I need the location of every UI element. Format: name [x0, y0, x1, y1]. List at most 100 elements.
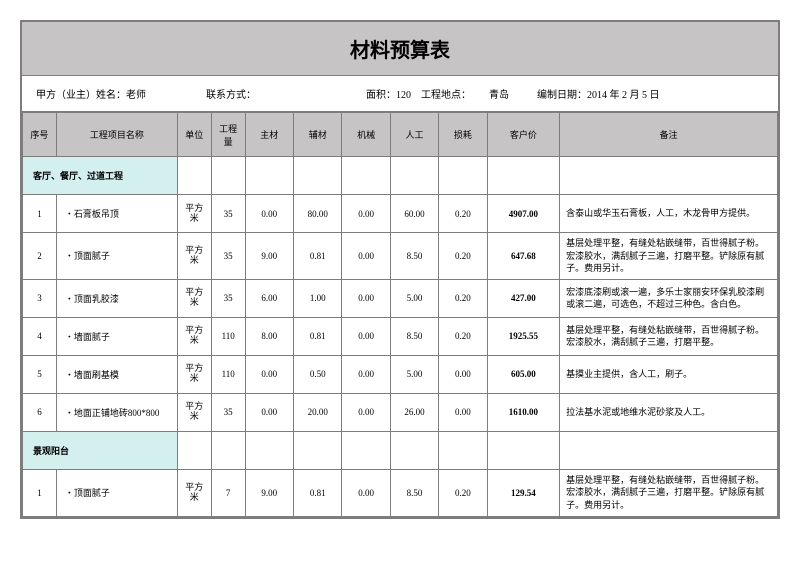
cell-labor: 60.00	[390, 195, 438, 233]
cell-seq: 3	[23, 279, 57, 317]
cell-labor: 8.50	[390, 469, 438, 516]
cell-remark: 拉法基水泥或地维水泥砂浆及人工。	[560, 393, 778, 431]
cell-loss: 0.20	[439, 195, 487, 233]
section-empty	[211, 157, 245, 195]
cell-seq: 4	[23, 317, 57, 355]
cell-unit: 平方米	[177, 355, 211, 393]
table-row: 5・墙面刷基模平方米1100.000.500.005.000.00605.00基…	[23, 355, 778, 393]
cell-price: 1610.00	[487, 393, 560, 431]
section-empty	[487, 431, 560, 469]
cell-seq: 2	[23, 233, 57, 280]
cell-loss: 0.00	[439, 393, 487, 431]
cell-name: ・石膏板吊顶	[56, 195, 177, 233]
th-labor: 人工	[390, 113, 438, 157]
cell-seq: 5	[23, 355, 57, 393]
section-empty	[560, 431, 778, 469]
cell-name: ・地面正铺地砖800*800	[56, 393, 177, 431]
page-title: 材料预算表	[22, 22, 778, 76]
cell-remark: 基摸业主提供，含人工，刷子。	[560, 355, 778, 393]
cell-remark: 基层处理平整，有缝处粘嵌缝带，百世得腻子粉。宏漆胶水，满刮腻子三遍，打磨平整。铲…	[560, 469, 778, 516]
cell-mach: 0.00	[342, 355, 390, 393]
cell-labor: 5.00	[390, 279, 438, 317]
cell-main: 9.00	[245, 233, 293, 280]
cell-remark: 含泰山或华玉石膏板，人工，木龙骨甲方提供。	[560, 195, 778, 233]
cell-labor: 8.50	[390, 233, 438, 280]
info-row: 甲方（业主）姓名：老师 联系方式： 面积：120 工程地点： 青岛 编制日期：2…	[22, 76, 778, 112]
th-name: 工程项目名称	[56, 113, 177, 157]
table-row: 2・顶面腻子平方米359.000.810.008.500.20647.68基层处…	[23, 233, 778, 280]
cell-price: 129.54	[487, 469, 560, 516]
section-empty	[487, 157, 560, 195]
header-row: 序号 工程项目名称 单位 工程量 主材 辅材 机械 人工 损耗 客户价 备注	[23, 113, 778, 157]
cell-aux: 0.81	[294, 317, 342, 355]
th-seq: 序号	[23, 113, 57, 157]
cell-unit: 平方米	[177, 233, 211, 280]
th-unit: 单位	[177, 113, 211, 157]
th-loss: 损耗	[439, 113, 487, 157]
cell-name: ・墙面刷基模	[56, 355, 177, 393]
cell-aux: 1.00	[294, 279, 342, 317]
section-empty	[177, 431, 211, 469]
table-row: 1・石膏板吊顶平方米350.0080.000.0060.000.204907.0…	[23, 195, 778, 233]
cell-aux: 0.81	[294, 233, 342, 280]
cell-seq: 1	[23, 195, 57, 233]
section-row: 景观阳台	[23, 431, 778, 469]
cell-labor: 8.50	[390, 317, 438, 355]
cell-mach: 0.00	[342, 317, 390, 355]
date-label: 编制日期：2014 年 2 月 5 日	[537, 86, 660, 101]
section-row: 客厅、餐厅、过道工程	[23, 157, 778, 195]
area-label: 面积：120	[366, 86, 411, 101]
cell-remark: 宏漆底漆刷或滚一遍，多乐士家丽安环保乳胶漆刷或滚二遍，可选色，不超过三种色。含白…	[560, 279, 778, 317]
section-empty	[342, 157, 390, 195]
cell-unit: 平方米	[177, 393, 211, 431]
cell-main: 9.00	[245, 469, 293, 516]
cell-mach: 0.00	[342, 279, 390, 317]
cell-main: 0.00	[245, 195, 293, 233]
th-aux: 辅材	[294, 113, 342, 157]
section-empty	[390, 431, 438, 469]
cell-loss: 0.20	[439, 317, 487, 355]
cell-seq: 6	[23, 393, 57, 431]
budget-table: 序号 工程项目名称 单位 工程量 主材 辅材 机械 人工 损耗 客户价 备注 客…	[22, 112, 778, 517]
th-remark: 备注	[560, 113, 778, 157]
cell-mach: 0.00	[342, 233, 390, 280]
cell-qty: 35	[211, 279, 245, 317]
th-mach: 机械	[342, 113, 390, 157]
owner-label: 甲方（业主）姓名：老师	[36, 86, 146, 101]
table-row: 6・地面正铺地砖800*800平方米350.0020.000.0026.000.…	[23, 393, 778, 431]
cell-remark: 基层处理平整，有缝处粘嵌缝带，百世得腻子粉。宏漆胶水，满刮腻子三遍，打磨平整。	[560, 317, 778, 355]
cell-loss: 0.20	[439, 279, 487, 317]
cell-qty: 35	[211, 393, 245, 431]
cell-price: 4907.00	[487, 195, 560, 233]
section-empty	[211, 431, 245, 469]
section-empty	[390, 157, 438, 195]
section-empty	[245, 157, 293, 195]
cell-labor: 26.00	[390, 393, 438, 431]
cell-seq: 1	[23, 469, 57, 516]
cell-name: ・顶面乳胶漆	[56, 279, 177, 317]
cell-loss: 0.20	[439, 233, 487, 280]
cell-aux: 20.00	[294, 393, 342, 431]
cell-mach: 0.00	[342, 195, 390, 233]
cell-qty: 110	[211, 355, 245, 393]
cell-qty: 35	[211, 195, 245, 233]
cell-unit: 平方米	[177, 279, 211, 317]
cell-main: 6.00	[245, 279, 293, 317]
cell-price: 427.00	[487, 279, 560, 317]
cell-main: 8.00	[245, 317, 293, 355]
section-empty	[439, 431, 487, 469]
cell-qty: 7	[211, 469, 245, 516]
table-row: 3・顶面乳胶漆平方米356.001.000.005.000.20427.00宏漆…	[23, 279, 778, 317]
contact-label: 联系方式：	[206, 86, 256, 101]
table-row: 1・顶面腻子平方米79.000.810.008.500.20129.54基层处理…	[23, 469, 778, 516]
section-title: 客厅、餐厅、过道工程	[23, 157, 178, 195]
cell-mach: 0.00	[342, 393, 390, 431]
cell-name: ・顶面腻子	[56, 469, 177, 516]
section-empty	[245, 431, 293, 469]
cell-aux: 0.81	[294, 469, 342, 516]
cell-mach: 0.00	[342, 469, 390, 516]
th-main: 主材	[245, 113, 293, 157]
cell-name: ・顶面腻子	[56, 233, 177, 280]
budget-container: 材料预算表 甲方（业主）姓名：老师 联系方式： 面积：120 工程地点： 青岛 …	[20, 20, 780, 519]
cell-qty: 110	[211, 317, 245, 355]
